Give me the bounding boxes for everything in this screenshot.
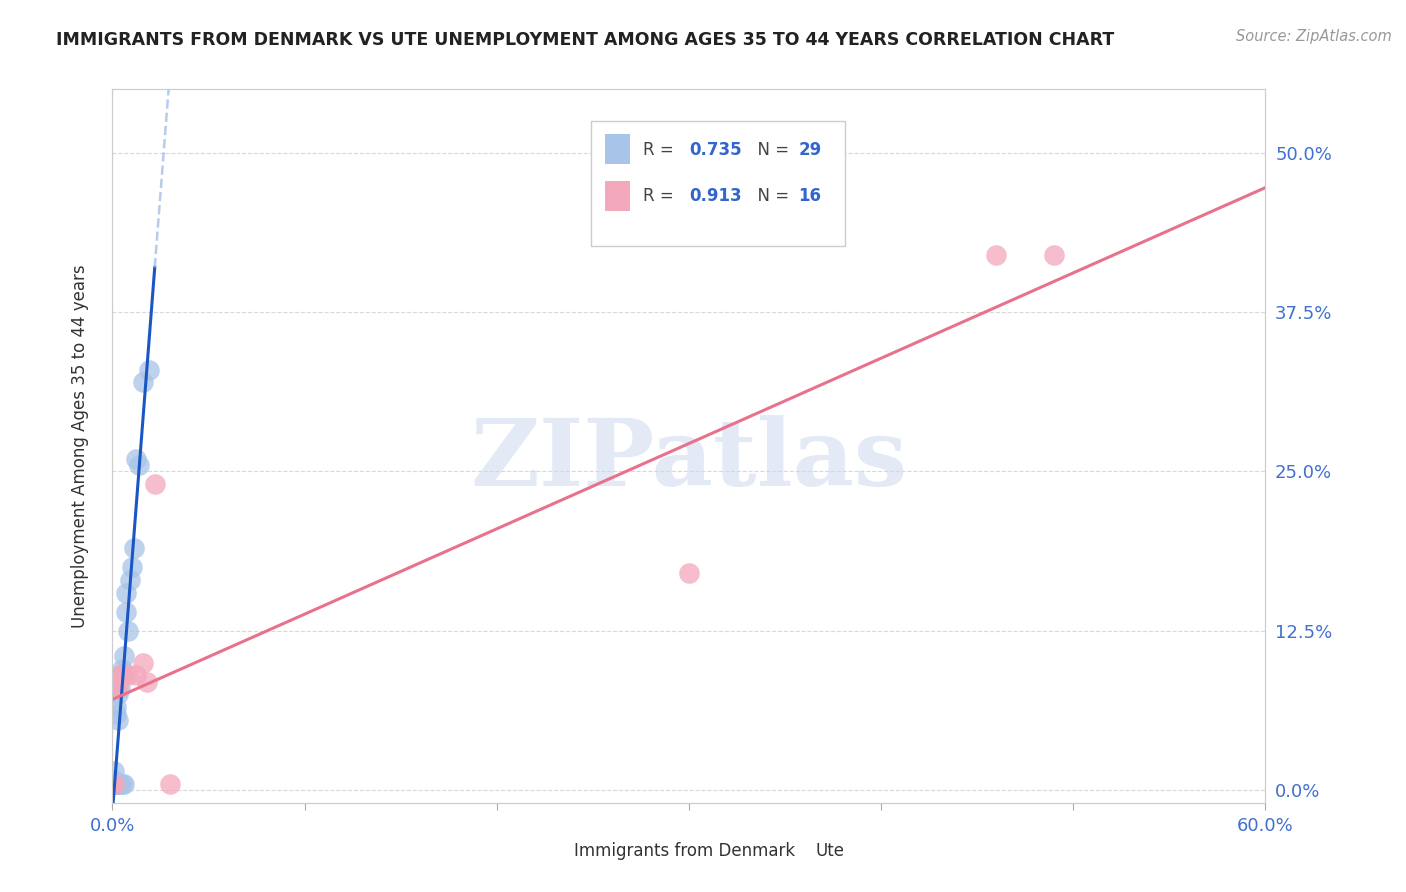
Point — [107, 681, 129, 695]
Point — [117, 668, 139, 682]
Point — [115, 585, 138, 599]
Point — [143, 477, 166, 491]
Point — [1043, 248, 1066, 262]
Point — [105, 706, 128, 721]
Point — [108, 681, 131, 695]
Y-axis label: Unemployment Among Ages 35 to 44 years: Unemployment Among Ages 35 to 44 years — [70, 264, 89, 628]
Point — [132, 376, 155, 390]
Point — [128, 458, 150, 472]
Point — [108, 668, 131, 682]
Point — [107, 777, 129, 791]
Point — [103, 777, 125, 791]
Point — [118, 573, 141, 587]
Point — [124, 668, 146, 682]
Point — [107, 688, 129, 702]
Point — [124, 451, 146, 466]
Text: 0.735: 0.735 — [689, 141, 741, 159]
Point — [108, 777, 131, 791]
Point — [103, 777, 125, 791]
Point — [112, 649, 135, 664]
Text: N =: N = — [747, 141, 794, 159]
Text: ZIPatlas: ZIPatlas — [471, 416, 907, 505]
Point — [159, 777, 181, 791]
Point — [103, 764, 125, 778]
Point — [105, 681, 128, 695]
Point — [111, 668, 134, 682]
Text: Source: ZipAtlas.com: Source: ZipAtlas.com — [1236, 29, 1392, 44]
Point — [105, 777, 128, 791]
Bar — [605, 180, 630, 211]
Point — [132, 656, 155, 670]
Point — [111, 777, 134, 791]
Text: N =: N = — [747, 187, 794, 205]
Point — [678, 566, 700, 581]
Point — [103, 772, 125, 787]
Point — [138, 362, 160, 376]
Text: Immigrants from Denmark: Immigrants from Denmark — [574, 842, 794, 860]
Text: 16: 16 — [799, 187, 821, 205]
Point — [112, 668, 135, 682]
Text: 0.913: 0.913 — [689, 187, 741, 205]
Point — [108, 668, 131, 682]
Point — [107, 713, 129, 727]
Point — [986, 248, 1008, 262]
Point — [115, 605, 138, 619]
Text: IMMIGRANTS FROM DENMARK VS UTE UNEMPLOYMENT AMONG AGES 35 TO 44 YEARS CORRELATIO: IMMIGRANTS FROM DENMARK VS UTE UNEMPLOYM… — [56, 31, 1115, 49]
Point — [105, 700, 128, 714]
Point — [105, 777, 128, 791]
Bar — [605, 134, 630, 164]
Point — [122, 541, 145, 555]
Point — [121, 560, 143, 574]
Text: R =: R = — [643, 187, 679, 205]
Point — [111, 662, 134, 676]
Point — [103, 777, 125, 791]
Point — [136, 674, 159, 689]
FancyBboxPatch shape — [591, 121, 845, 246]
Point — [104, 777, 127, 791]
Bar — [544, 839, 565, 862]
Point — [112, 777, 135, 791]
Text: Ute: Ute — [815, 842, 845, 860]
Bar — [787, 839, 807, 862]
Point — [117, 624, 139, 638]
Text: R =: R = — [643, 141, 679, 159]
Text: 29: 29 — [799, 141, 821, 159]
Point — [103, 777, 125, 791]
